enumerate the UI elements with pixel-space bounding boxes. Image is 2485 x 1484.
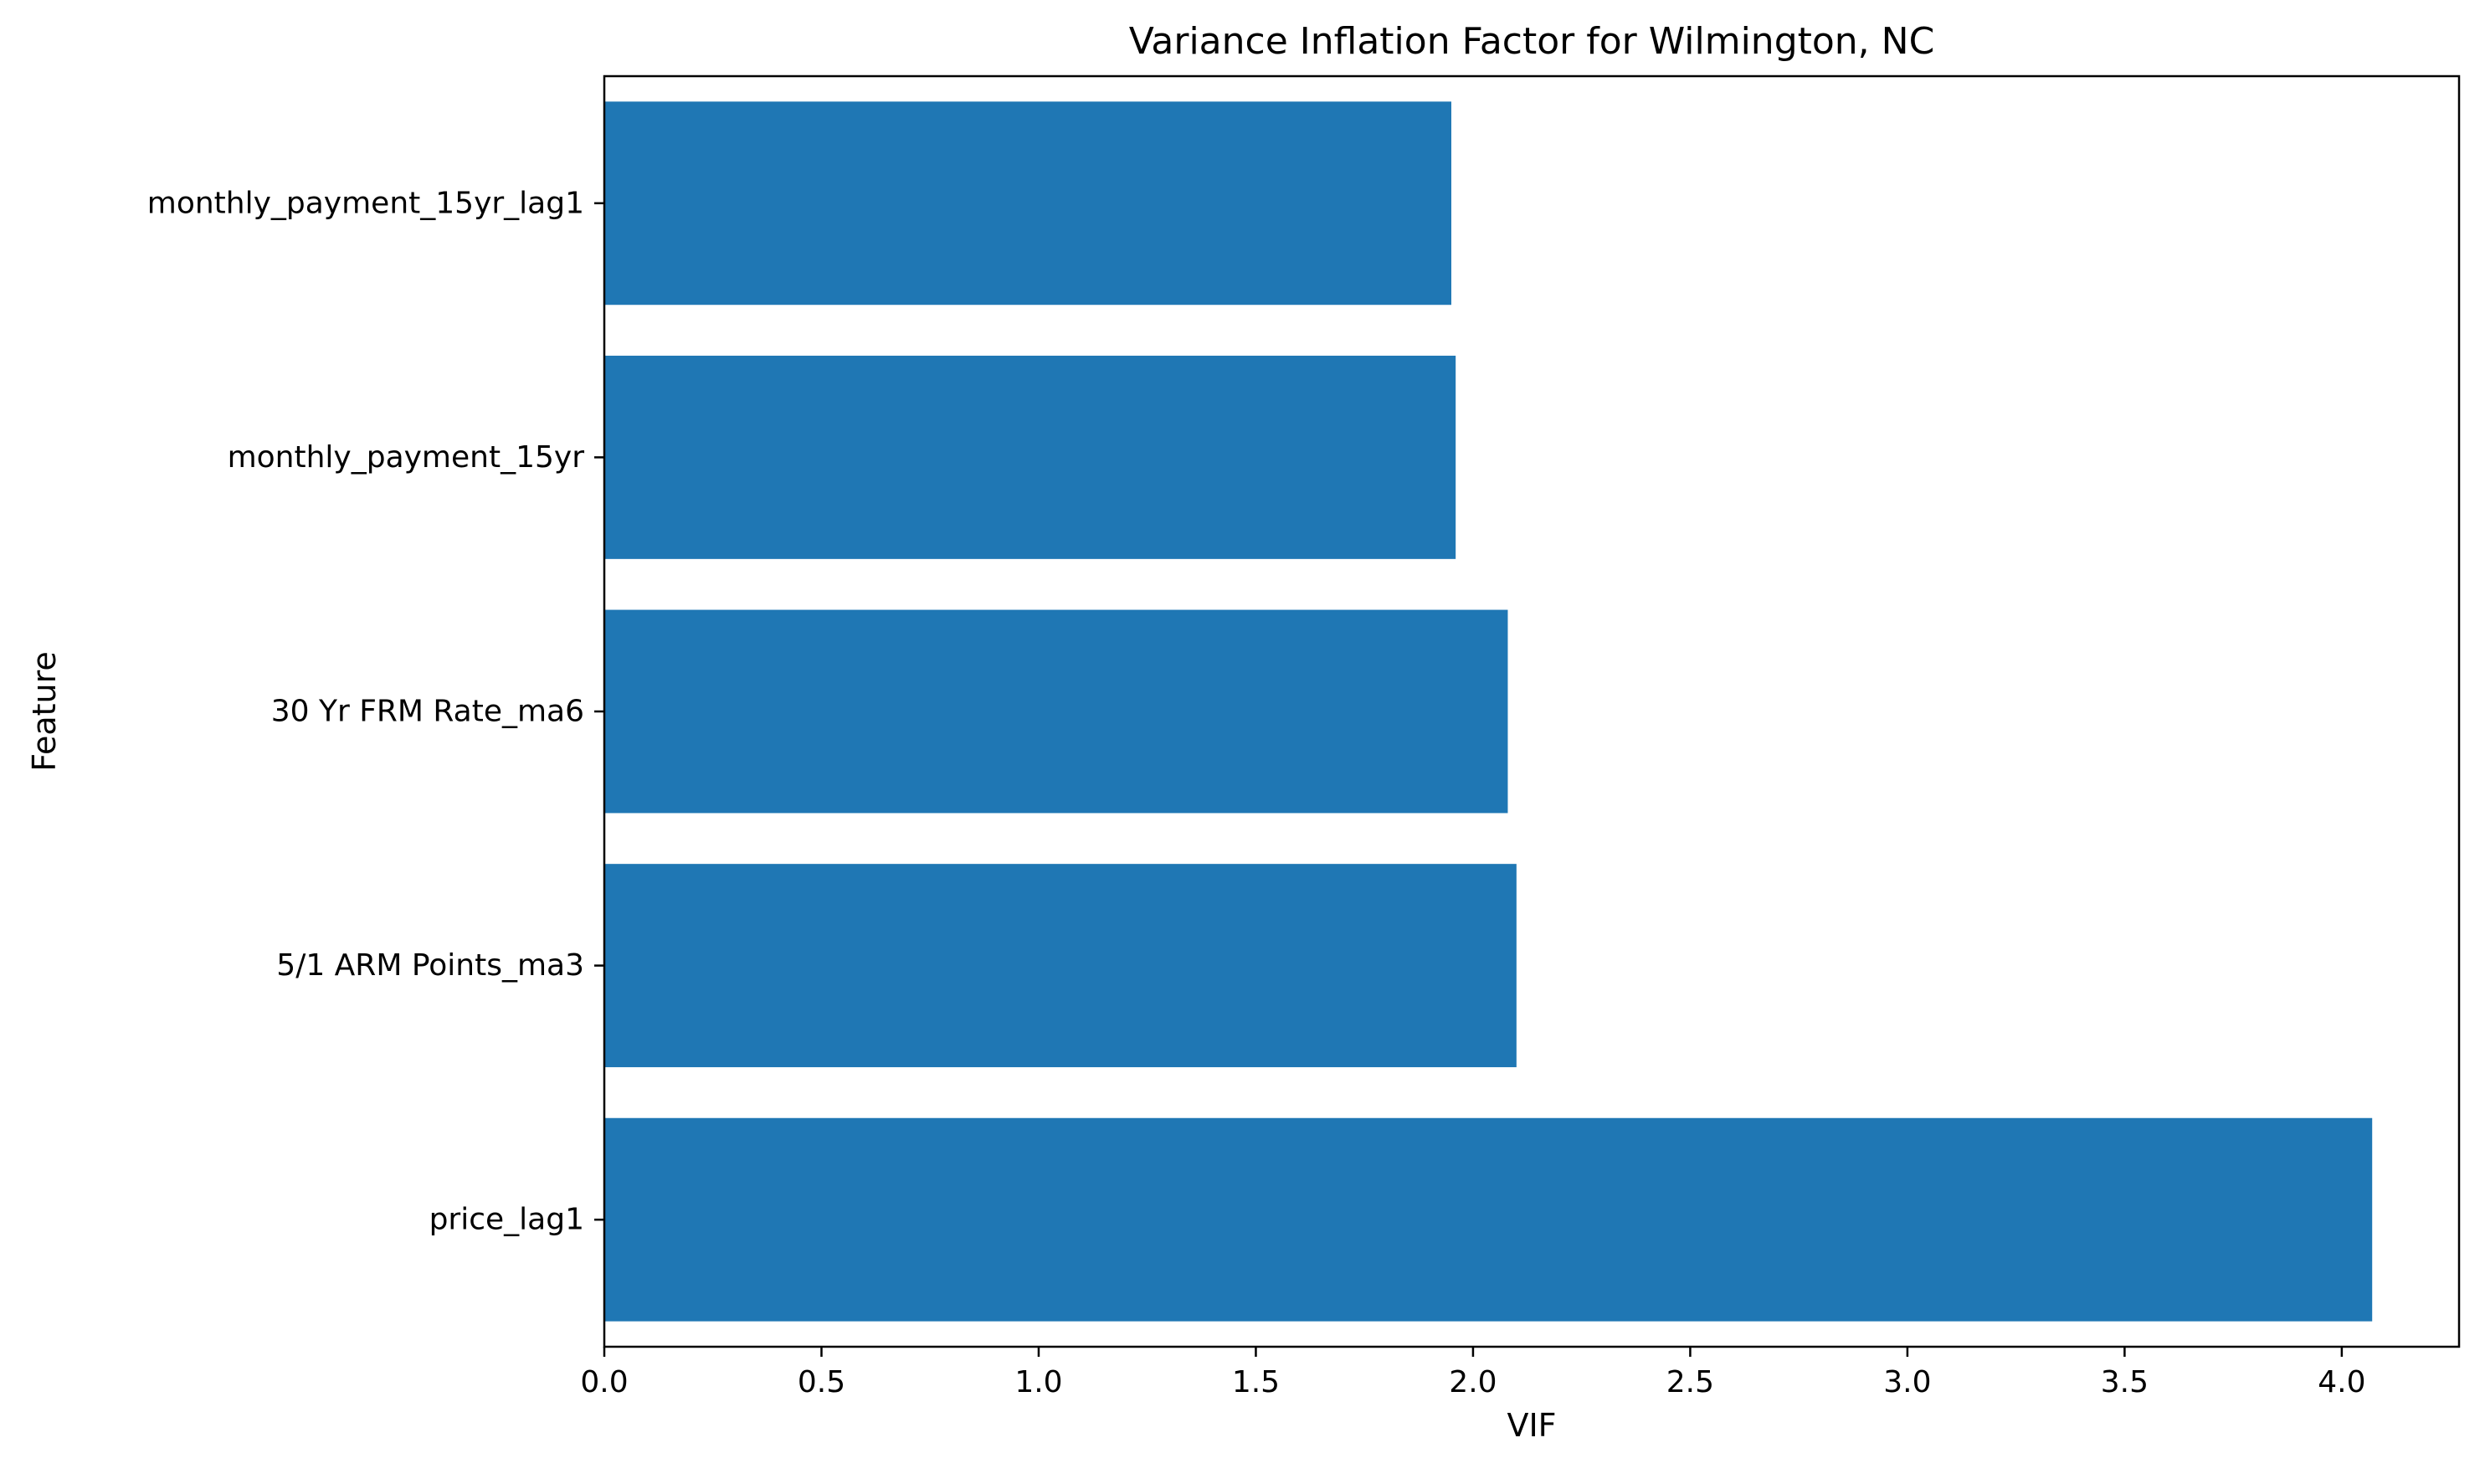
x-tick-label: 0.5 <box>798 1365 845 1399</box>
x-axis-label: VIF <box>1507 1407 1556 1444</box>
x-tick-label: 2.0 <box>1449 1365 1497 1399</box>
x-tick-label: 1.0 <box>1014 1365 1062 1399</box>
bars-layer <box>604 101 2373 1322</box>
x-tick-label: 3.0 <box>1883 1365 1931 1399</box>
bar-price-lag1 <box>604 1117 2373 1322</box>
y-tick-label: 5/1 ARM Points_ma3 <box>276 948 584 983</box>
bar-monthly-payment-15yr <box>604 355 1456 559</box>
bar-5-1-arm-points-ma3 <box>604 864 1517 1068</box>
x-tick-label: 2.5 <box>1666 1365 1714 1399</box>
x-tick-label: 1.5 <box>1232 1365 1280 1399</box>
plot-frame <box>603 74 2461 1348</box>
bar-30-yr-frm-rate-ma6 <box>604 609 1508 814</box>
y-axis-ticks: price_lag1 5/1 ARM Points_ma3 30 Yr FRM Ra… <box>147 186 604 1237</box>
x-tick-label: 3.5 <box>2101 1365 2149 1399</box>
y-tick-label: 30 Yr FRM Rate_ma6 <box>271 695 584 729</box>
y-tick-label: monthly_payment_15yr <box>228 440 585 475</box>
chart-title: Variance Inflation Factor for Wilmington… <box>1129 20 1935 63</box>
x-tick-label: 0.0 <box>580 1365 628 1399</box>
bar-monthly-payment-15yr-lag1 <box>604 101 1451 306</box>
x-axis-ticks: 0.0 0.5 1.0 1.5 2.0 2.5 3.0 3.5 4.0 <box>580 1347 2366 1399</box>
y-tick-label: monthly_payment_15yr_lag1 <box>147 186 584 220</box>
x-tick-label: 4.0 <box>2318 1365 2365 1399</box>
y-axis-label: Feature <box>26 651 63 772</box>
y-tick-label: price_lag1 <box>429 1203 584 1237</box>
